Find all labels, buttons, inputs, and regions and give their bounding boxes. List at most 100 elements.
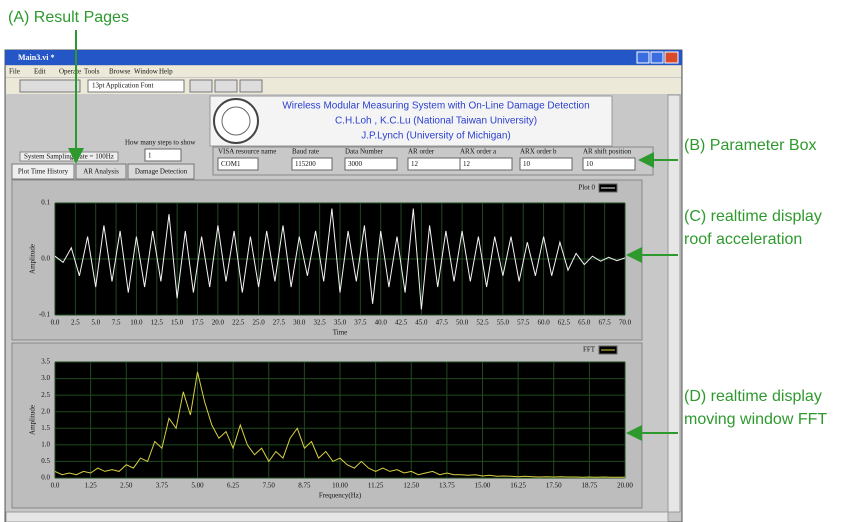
- menu-item[interactable]: Help: [159, 68, 173, 76]
- x-tick-label: 12.5: [151, 319, 164, 327]
- x-tick-label: 27.5: [273, 319, 286, 327]
- x-tick-label: 15.00: [475, 482, 491, 490]
- menu-item[interactable]: File: [9, 68, 20, 76]
- param-value: 10: [586, 160, 594, 168]
- param-input[interactable]: [217, 157, 259, 171]
- sampling-rate: System Sampling Rate = 100Hz: [24, 153, 114, 161]
- x-tick-label: 40.0: [375, 319, 388, 327]
- menu: File Edit Operate Tools Browse Window Help: [9, 68, 173, 76]
- y-axis-label: Amplitude: [29, 244, 37, 274]
- window-title: Main3.vi *: [18, 53, 54, 62]
- tab[interactable]: [127, 163, 195, 180]
- logo-inner: [221, 106, 251, 136]
- x-tick-label: 3.75: [156, 482, 169, 490]
- param-label: Data Number: [345, 148, 384, 156]
- menu-item[interactable]: Operate: [59, 68, 81, 76]
- header-box: [209, 95, 613, 147]
- x-tick-label: 2.5: [71, 319, 80, 327]
- param-value: 10: [523, 160, 531, 168]
- tabs: Plot Time History AR Analysis Damage Detec…: [11, 163, 195, 180]
- header-title: Wireless Modular Measuring System with O…: [282, 101, 589, 112]
- close-button[interactable]: [664, 51, 679, 64]
- x-tick-label: 60.0: [537, 319, 550, 327]
- x-tick-label: 17.5: [191, 319, 204, 327]
- param-value: 115200: [295, 160, 316, 168]
- x-tick-label: 13.75: [439, 482, 455, 490]
- x-tick-label: 1.25: [85, 482, 98, 490]
- menu-item[interactable]: Edit: [34, 68, 46, 76]
- param-value: 12: [411, 160, 419, 168]
- x-tick-label: 30.0: [293, 319, 306, 327]
- param-input[interactable]: [582, 157, 636, 171]
- x-tick-label: 20.0: [212, 319, 225, 327]
- param-label: ARX order a: [460, 148, 497, 156]
- x-tick-label: 16.25: [510, 482, 526, 490]
- x-tick-label: 11.25: [368, 482, 384, 490]
- param-label: AR order: [408, 148, 435, 156]
- y-tick-label: 2.5: [41, 391, 50, 399]
- annotation: (B) Parameter Box: [684, 137, 816, 154]
- x-tick-label: 2.50: [120, 482, 133, 490]
- x-tick-label: 37.5: [354, 319, 367, 327]
- x-tick-label: 7.50: [263, 482, 276, 490]
- horizontal-scrollbar[interactable]: [5, 511, 669, 522]
- x-tick-label: 15.0: [171, 319, 184, 327]
- maximize-button[interactable]: [650, 51, 664, 64]
- distribute-button[interactable]: [214, 79, 238, 93]
- x-tick-label: 70.0: [619, 319, 632, 327]
- menu-item[interactable]: Window: [134, 68, 159, 76]
- x-tick-label: 52.5: [476, 319, 489, 327]
- param-value: 12: [463, 160, 471, 168]
- x-tick-label: 47.5: [436, 319, 449, 327]
- font-selector[interactable]: [87, 79, 185, 93]
- x-tick-label: 10.0: [130, 319, 143, 327]
- legend-label: FFT: [583, 346, 596, 354]
- x-tick-label: 32.5: [314, 319, 327, 327]
- steps-value: 1: [148, 152, 152, 160]
- annotation: moving window FFT: [684, 411, 827, 428]
- x-tick-label: 62.5: [558, 319, 571, 327]
- x-tick-label: 5.0: [91, 319, 100, 327]
- tab[interactable]: [75, 163, 127, 180]
- param-input[interactable]: [344, 157, 398, 171]
- x-tick-label: 55.0: [497, 319, 510, 327]
- x-tick-label: 18.75: [582, 482, 598, 490]
- x-axis-label: Frequency(Hz): [319, 492, 362, 500]
- x-tick-label: 0.0: [51, 482, 60, 490]
- menu-item[interactable]: Tools: [84, 68, 100, 76]
- align-button[interactable]: [189, 79, 213, 93]
- minimize-button[interactable]: [636, 51, 650, 64]
- tab[interactable]: [11, 163, 75, 180]
- x-tick-label: 8.75: [298, 482, 311, 490]
- menu-item[interactable]: Browse: [109, 68, 130, 76]
- series-line: [54, 371, 625, 478]
- y-tick-label: 3.5: [41, 358, 50, 366]
- menu-bar: [6, 66, 681, 77]
- x-tick-label: 5.00: [191, 482, 204, 490]
- vertical-scrollbar[interactable]: [667, 94, 681, 513]
- x-tick-label: 50.0: [456, 319, 469, 327]
- param-input[interactable]: [519, 157, 573, 171]
- tab-label: Damage Detection: [135, 168, 188, 176]
- steps-input[interactable]: [144, 148, 182, 162]
- x-tick-label: 12.50: [403, 482, 419, 490]
- header-authors: J.P.Lynch (University of Michigan): [361, 131, 511, 142]
- university-logo: [213, 98, 259, 144]
- annotation: (A) Result Pages: [8, 9, 129, 26]
- annotation: (C) realtime display: [684, 208, 822, 225]
- reorder-button[interactable]: [239, 79, 263, 93]
- x-tick-label: 6.25: [227, 482, 240, 490]
- y-tick-label: 0.5: [41, 457, 50, 465]
- param-input[interactable]: [291, 157, 333, 171]
- tab-label: AR Analysis: [83, 168, 119, 176]
- x-tick-label: 25.0: [252, 319, 265, 327]
- x-tick-label: 0.0: [51, 319, 60, 327]
- annotation: (D) realtime display: [684, 388, 822, 405]
- x-tick-label: 7.5: [112, 319, 121, 327]
- run-buttons[interactable]: [19, 79, 81, 93]
- series-line: [54, 208, 626, 310]
- y-tick-label: -0.1: [39, 311, 51, 319]
- param-input[interactable]: [459, 157, 513, 171]
